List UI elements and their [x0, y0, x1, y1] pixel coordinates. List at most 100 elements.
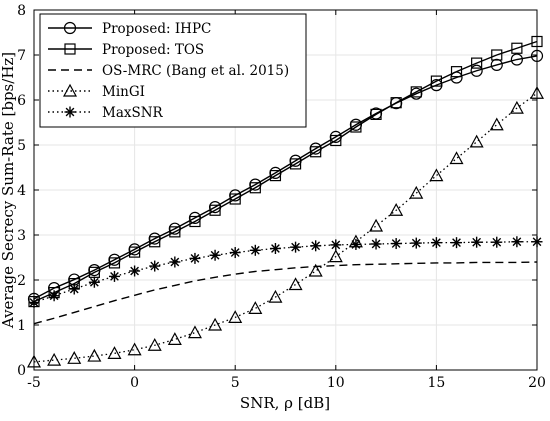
star-stroke [230, 248, 240, 257]
data-point [330, 239, 342, 251]
data-point [249, 244, 261, 256]
data-point [350, 238, 362, 250]
legend-label: OS-MRC (Bang et al. 2015) [102, 63, 289, 79]
data-point [169, 226, 181, 238]
data-point [68, 283, 80, 295]
data-point [390, 238, 402, 250]
data-point [127, 342, 142, 356]
data-point [189, 215, 201, 228]
star-stroke [271, 244, 280, 253]
series-star-4 [28, 236, 543, 308]
x-tick-label: 0 [130, 375, 139, 391]
data-point [491, 236, 503, 248]
data-point [108, 270, 120, 282]
star-stroke [110, 272, 119, 281]
star-stroke [432, 238, 441, 248]
data-point [471, 236, 483, 248]
data-point [370, 108, 382, 121]
data-point [510, 53, 523, 66]
legend-entry: MinGI [48, 83, 145, 100]
x-tick-label: 10 [327, 375, 345, 391]
legend-entry: MaxSNR [48, 105, 164, 121]
star-stroke [49, 291, 59, 301]
data-point [410, 86, 422, 98]
data-point [229, 193, 241, 205]
star-stroke [65, 107, 75, 117]
data-point [87, 348, 102, 362]
data-point [268, 289, 283, 303]
star-stroke [311, 241, 321, 251]
y-tick-label: 7 [17, 48, 26, 64]
data-point [390, 97, 402, 109]
star-stroke [210, 250, 220, 260]
data-point [410, 237, 422, 249]
data-point [310, 240, 322, 252]
data-point [48, 290, 60, 302]
star-stroke [130, 266, 139, 276]
data-point [450, 66, 463, 78]
data-point [449, 151, 464, 165]
x-axis-label: SNR, ρ [dB] [240, 394, 330, 412]
data-point [369, 218, 384, 232]
data-point [249, 182, 261, 194]
data-point [208, 317, 223, 331]
data-point [308, 263, 323, 277]
data-point [509, 100, 524, 114]
data-point [229, 247, 241, 259]
y-tick-label: 2 [17, 273, 26, 289]
data-point [47, 352, 62, 366]
legend-label: MaxSNR [102, 105, 164, 121]
star-stroke [492, 237, 502, 247]
data-point [107, 346, 122, 359]
star-stroke [391, 239, 401, 248]
data-point [248, 301, 263, 314]
legend-box [39, 13, 307, 128]
data-point [129, 246, 141, 258]
data-point [149, 236, 161, 248]
data-point [511, 236, 523, 248]
data-point [430, 237, 442, 249]
series-triangle-3 [26, 85, 545, 368]
star-stroke [371, 239, 381, 249]
data-point [288, 277, 303, 291]
star-stroke [411, 238, 421, 248]
series-layer [26, 35, 545, 368]
data-point [209, 249, 221, 261]
series-line [33, 40, 538, 303]
data-point [289, 158, 302, 170]
legend-label: Proposed: IHPC [102, 21, 211, 37]
star-stroke [69, 284, 79, 294]
data-point [409, 185, 424, 199]
y-tick-label: 8 [17, 3, 26, 19]
star-stroke [351, 240, 361, 249]
data-point [269, 243, 281, 254]
legend-marker [63, 21, 77, 35]
y-tick-label: 1 [17, 318, 26, 334]
data-point [471, 57, 483, 69]
series-square-1 [28, 35, 543, 308]
y-tick-label: 0 [17, 363, 26, 379]
data-point [147, 337, 162, 351]
star-stroke [472, 237, 482, 247]
y-tick-label: 3 [17, 228, 26, 244]
x-tick-label: 15 [427, 375, 445, 391]
star-stroke [190, 254, 200, 263]
data-point [189, 252, 201, 264]
data-point [451, 237, 463, 249]
x-tick-label: 20 [528, 375, 546, 391]
data-point [350, 121, 362, 133]
data-point [67, 351, 82, 364]
data-point [489, 117, 504, 131]
star-stroke [89, 277, 99, 287]
data-point [187, 325, 202, 339]
data-point [167, 332, 182, 345]
legend-label: Proposed: TOS [102, 42, 204, 58]
legend-label: MinGI [102, 84, 145, 100]
data-point [389, 202, 404, 216]
x-tick-label: 5 [231, 375, 240, 391]
y-axis-label: Average Secrecy Sum-Rate [bps/Hz] [0, 52, 17, 329]
data-point [511, 42, 523, 54]
legend-entry: Proposed: TOS [48, 42, 204, 58]
star-stroke [331, 240, 341, 250]
